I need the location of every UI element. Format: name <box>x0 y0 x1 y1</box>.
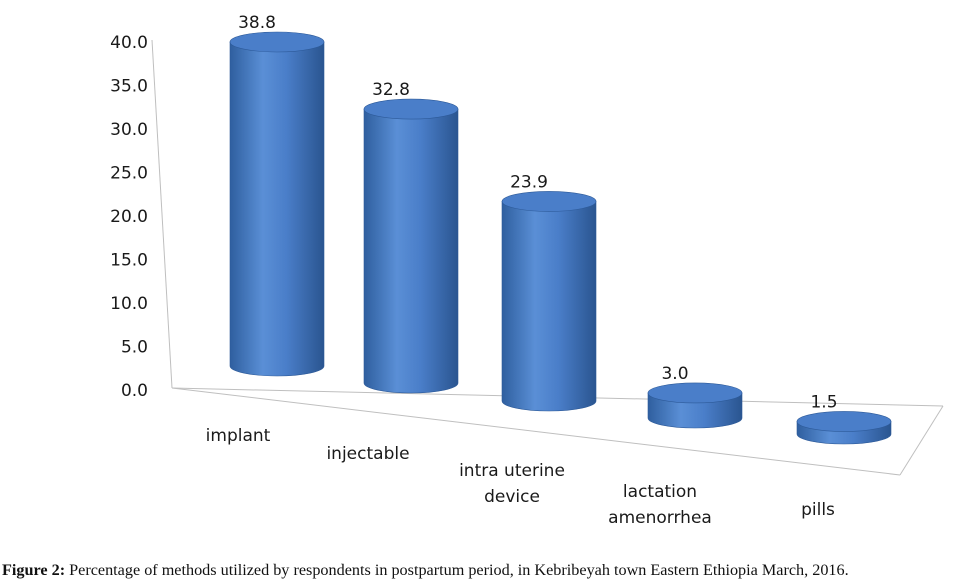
data-label: 38.8 <box>238 13 276 33</box>
y-tick-label: 20.0 <box>110 207 148 227</box>
x-tick-label-line: implant <box>206 426 271 446</box>
data-labels: 38.8 32.8 23.9 3.0 1.5 <box>238 13 837 412</box>
x-tick-label-line: amenorrhea <box>608 508 712 528</box>
floor-right-line <box>899 405 944 476</box>
bar-top <box>501 191 597 212</box>
x-tick-label: lactation amenorrhea <box>608 482 712 528</box>
y-tick-label: 40.0 <box>110 33 148 53</box>
bar-2 <box>363 98 459 394</box>
y-tick-label: 0.0 <box>121 381 148 401</box>
data-label: 23.9 <box>510 172 548 192</box>
bar-top <box>647 382 743 404</box>
bar-body <box>501 201 597 412</box>
data-label: 32.8 <box>372 80 410 100</box>
data-label: 3.0 <box>661 364 688 384</box>
data-label: 1.5 <box>810 392 837 412</box>
x-tick-label-line: lactation <box>623 482 697 502</box>
y-tick-label: 30.0 <box>110 120 148 140</box>
x-axis-labels: implant injectable intra uterine device lact… <box>206 426 835 528</box>
x-tick-label-line: injectable <box>326 444 409 464</box>
x-tick-label: pills <box>801 500 835 520</box>
bar-chart: 0.05.010.015.020.025.030.035.040.0 38.83… <box>110 13 944 528</box>
y-tick-label: 15.0 <box>110 251 148 271</box>
bars <box>229 31 892 445</box>
caption-text: Percentage of methods utilized by respon… <box>65 561 849 579</box>
x-tick-label-line: device <box>484 487 540 507</box>
x-tick-label-line: pills <box>801 500 835 520</box>
x-tick-label-line: intra uterine <box>459 461 565 481</box>
caption-label: Figure 2: <box>2 561 66 579</box>
bar-body <box>229 41 325 377</box>
bar-top <box>363 98 459 120</box>
y-tick-label: 10.0 <box>110 294 148 314</box>
bar-5 <box>796 411 892 445</box>
bar-body <box>363 108 459 394</box>
bar-top <box>229 31 325 53</box>
bar-top <box>796 411 892 432</box>
y-axis-line <box>151 39 173 389</box>
bar-4 <box>647 382 743 429</box>
floor-front-line <box>171 387 901 476</box>
x-tick-label: implant <box>206 426 271 446</box>
x-tick-label: injectable <box>326 444 409 464</box>
y-tick-label: 25.0 <box>110 164 148 184</box>
y-axis-ticks: 0.0 5.0 10.0 15.0 20.0 25.0 30.0 35.0 40.0 <box>110 33 148 401</box>
x-tick-label: intra uterine device <box>459 461 565 507</box>
bar-1 <box>229 31 325 377</box>
y-tick-label: 35.0 <box>110 77 148 97</box>
figure-caption: Figure 2: Percentage of methods utilized… <box>2 561 957 580</box>
bar-3 <box>501 191 597 412</box>
y-tick-label: 5.0 <box>121 338 148 358</box>
